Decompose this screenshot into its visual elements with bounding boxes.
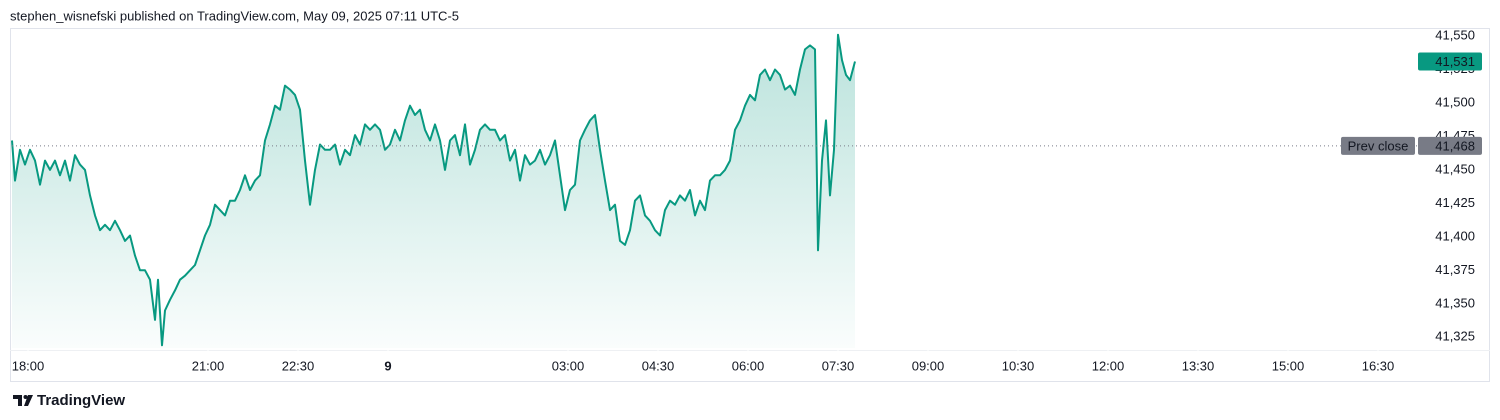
x-tick-label: 18:00 [12, 358, 45, 373]
x-tick-label: 03:00 [552, 358, 585, 373]
y-tick-label: 41,400 [1435, 228, 1475, 243]
x-tick-label: 04:30 [642, 358, 675, 373]
x-tick-label: 12:00 [1092, 358, 1125, 373]
x-tick-label: 06:00 [732, 358, 765, 373]
prev-close-value: 41,468 [1435, 138, 1475, 153]
x-tick-label: 15:00 [1272, 358, 1305, 373]
chart-title: stephen_wisnefski published on TradingVi… [10, 8, 459, 23]
prev-close-label: Prev close [1348, 138, 1409, 153]
x-tick-label: 13:30 [1182, 358, 1215, 373]
y-tick-label: 41,425 [1435, 195, 1475, 210]
x-tick-label: 22:30 [282, 358, 315, 373]
y-tick-label: 41,450 [1435, 161, 1475, 176]
x-tick-label: 21:00 [192, 358, 225, 373]
tradingview-logo [13, 395, 33, 406]
x-tick-label: 09:00 [912, 358, 945, 373]
area-fill [12, 34, 855, 348]
y-tick-label: 41,375 [1435, 262, 1475, 277]
prev-close-tag [1341, 136, 1415, 155]
x-tick-label: 16:30 [1362, 358, 1395, 373]
x-tick-label: 10:30 [1002, 358, 1035, 373]
x-tick-label: 07:30 [822, 358, 855, 373]
x-tick-label: 9 [384, 358, 391, 373]
prev-close-value-tag [1418, 136, 1482, 155]
y-tick-label: 41,500 [1435, 94, 1475, 109]
y-tick-label: 41,325 [1435, 329, 1475, 344]
brand-name: TradingView [37, 392, 125, 409]
last-price-value: 41,531 [1435, 54, 1475, 69]
chart-frame [10, 28, 1490, 382]
y-tick-label: 41,550 [1435, 27, 1475, 42]
last-price-tag [1418, 52, 1482, 71]
y-tick-label: 41,350 [1435, 295, 1475, 310]
price-line [11, 33, 856, 347]
